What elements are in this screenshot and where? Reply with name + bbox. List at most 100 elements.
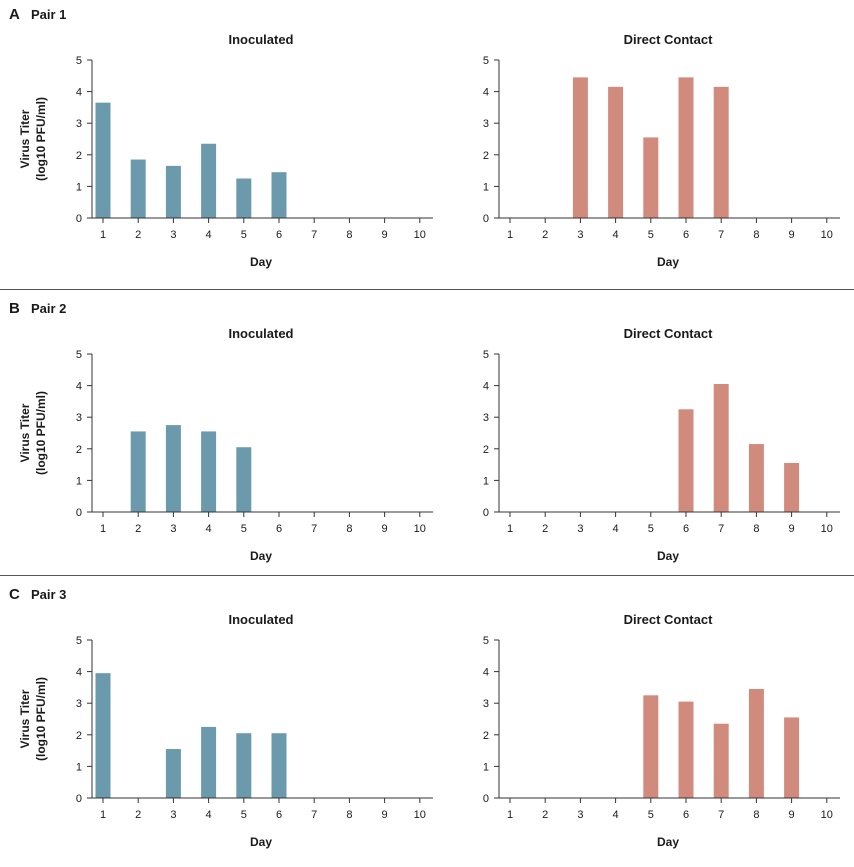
chart-0-xtick-label: 2 <box>135 229 141 241</box>
chart-1-bar-day-7 <box>713 86 729 218</box>
chart-3-ytick-label: 4 <box>483 381 489 393</box>
chart-3-xtick-label: 8 <box>753 523 759 535</box>
panel-pair-label: Pair 2 <box>31 301 67 316</box>
chart-0-xtick-label: 10 <box>414 229 426 241</box>
chart-5-xtick-label: 4 <box>613 809 619 821</box>
chart-4-ytick-label: 5 <box>76 635 82 647</box>
chart-0-xtick-label: 8 <box>346 229 352 241</box>
chart-0-xtick-label: 5 <box>241 229 247 241</box>
chart-2-bar-day-3 <box>165 425 181 512</box>
chart-2-ytick-label: 3 <box>76 412 82 424</box>
chart-5-ytick-label: 0 <box>483 793 489 805</box>
chart-5-ytick-label: 3 <box>483 698 489 710</box>
chart-2-xtick-label: 8 <box>346 523 352 535</box>
chart-1-ytick-label: 3 <box>483 118 489 130</box>
chart-1-xlabel: Day <box>657 255 679 269</box>
chart-3-title: Direct Contact <box>624 326 714 341</box>
chart-4-xtick-label: 9 <box>382 809 388 821</box>
chart-4-xlabel: Day <box>250 835 272 849</box>
chart-3-xtick-label: 7 <box>718 523 724 535</box>
chart-0-xtick-label: 1 <box>100 229 106 241</box>
chart-5-xtick-label: 6 <box>683 809 689 821</box>
chart-1-ytick-label: 5 <box>483 55 489 67</box>
chart-2-ytick-label: 0 <box>76 507 82 519</box>
panel-pair-label: Pair 1 <box>31 7 67 22</box>
chart-0-bar-day-1 <box>95 102 111 218</box>
chart-1-xtick-label: 8 <box>753 229 759 241</box>
panel-pair-label: Pair 3 <box>31 587 67 602</box>
chart-2-xtick-label: 4 <box>206 523 212 535</box>
chart-0-xtick-label: 7 <box>311 229 317 241</box>
chart-5-xtick-label: 7 <box>718 809 724 821</box>
chart-5-bar-day-8 <box>748 688 764 798</box>
chart-4-xtick-label: 7 <box>311 809 317 821</box>
chart-2-xtick-label: 5 <box>241 523 247 535</box>
panel-a: A Pair 1 <box>0 0 854 287</box>
chart-2-ylabel: Virus Titer <box>18 403 32 462</box>
chart-4-bar-day-1 <box>95 673 111 798</box>
chart-3-xtick-label: 1 <box>507 523 513 535</box>
chart-5-xtick-label: 9 <box>789 809 795 821</box>
chart-1-xtick-label: 10 <box>821 229 833 241</box>
chart-0-ylabel-sub: (log10 PFU/ml) <box>34 97 48 181</box>
chart-2-title: Inoculated <box>228 326 293 341</box>
chart-5-bar-day-9 <box>784 717 800 798</box>
chart-5-xtick-label: 3 <box>577 809 583 821</box>
chart-2-ytick-label: 2 <box>76 444 82 456</box>
chart-0-bar-day-2 <box>130 159 146 218</box>
chart-0-xtick-label: 9 <box>382 229 388 241</box>
chart-5-xtick-label: 10 <box>821 809 833 821</box>
chart-1-bar-day-4 <box>608 86 624 218</box>
chart-0-bar-day-4 <box>201 143 217 218</box>
chart-1: Direct Contact 0 1 2 3 4 5 1 2 3 4 5 6 7 8 9 10 Day <box>483 32 840 269</box>
chart-2-bar-day-2 <box>130 431 146 512</box>
chart-1-xtick-label: 2 <box>542 229 548 241</box>
chart-5-xtick-label: 5 <box>648 809 654 821</box>
chart-3-xtick-label: 3 <box>577 523 583 535</box>
chart-1-ytick-label: 1 <box>483 181 489 193</box>
chart-5-xtick-label: 8 <box>753 809 759 821</box>
chart-0-ytick-label: 5 <box>76 55 82 67</box>
chart-5-xtick-label: 1 <box>507 809 513 821</box>
chart-0-bar-day-6 <box>271 172 287 218</box>
chart-1-bar-day-5 <box>643 137 659 218</box>
chart-0-xtick-label: 3 <box>170 229 176 241</box>
chart-5-xlabel: Day <box>657 835 679 849</box>
chart-5-ytick-label: 2 <box>483 730 489 742</box>
chart-5-ytick-label: 5 <box>483 635 489 647</box>
chart-1-xtick-label: 6 <box>683 229 689 241</box>
chart-3-xtick-label: 4 <box>613 523 619 535</box>
chart-4: Inoculated 0 1 2 3 4 5 1 2 3 4 5 6 7 8 9 10 Day Virus Tite… <box>18 612 433 849</box>
chart-1-xtick-label: 7 <box>718 229 724 241</box>
chart-3-ytick-label: 3 <box>483 412 489 424</box>
panel-letter: A <box>9 6 20 23</box>
chart-4-xtick-label: 1 <box>100 809 106 821</box>
chart-5-bar-day-6 <box>678 701 694 798</box>
panel-letter: B <box>9 300 20 317</box>
chart-2-bar-day-5 <box>236 447 252 512</box>
chart-4-ylabel-sub: (log10 PFU/ml) <box>34 677 48 761</box>
chart-0-ytick-label: 1 <box>76 181 82 193</box>
chart-3-xtick-label: 2 <box>542 523 548 535</box>
chart-1-ytick-label: 4 <box>483 87 489 99</box>
chart-2-ytick-label: 1 <box>76 475 82 487</box>
chart-2-ylabel-sub: (log10 PFU/ml) <box>34 391 48 475</box>
panel-b: B Pair 2 <box>0 294 854 581</box>
chart-0-ytick-label: 2 <box>76 150 82 162</box>
chart-4-ytick-label: 0 <box>76 793 82 805</box>
chart-1-xtick-label: 4 <box>613 229 619 241</box>
chart-0-ytick-label: 3 <box>76 118 82 130</box>
chart-1-xtick-label: 5 <box>648 229 654 241</box>
chart-2-xtick-label: 3 <box>170 523 176 535</box>
chart-2-xtick-label: 9 <box>382 523 388 535</box>
chart-3-bar-day-9 <box>784 463 800 512</box>
chart-0-ytick-label: 0 <box>76 213 82 225</box>
chart-3: Direct Contact 0 1 2 3 4 5 1 2 3 4 5 6 7 8 9 10 Day <box>483 326 840 563</box>
chart-1-bar-day-6 <box>678 77 694 218</box>
chart-4-xtick-label: 4 <box>206 809 212 821</box>
chart-1-xtick-label: 1 <box>507 229 513 241</box>
chart-2-xtick-label: 6 <box>276 523 282 535</box>
chart-4-xtick-label: 10 <box>414 809 426 821</box>
chart-2-xtick-label: 1 <box>100 523 106 535</box>
